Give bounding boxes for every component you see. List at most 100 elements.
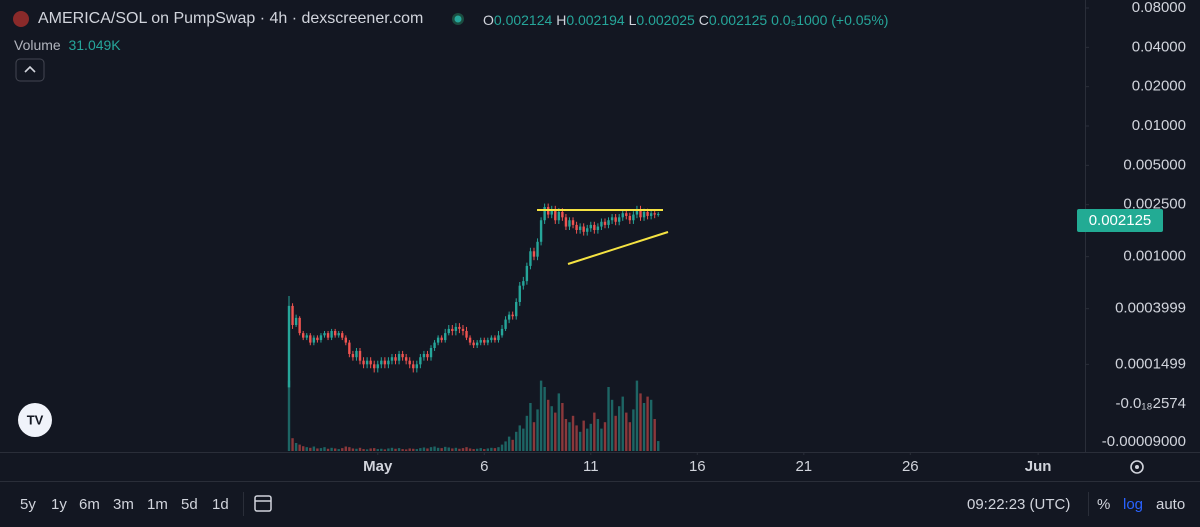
volume-bar bbox=[550, 406, 553, 451]
volume-bar bbox=[319, 448, 323, 451]
candle-body bbox=[564, 217, 568, 227]
candle-body bbox=[614, 217, 617, 222]
range-button[interactable]: 5d bbox=[181, 496, 198, 513]
candle-body bbox=[518, 285, 521, 302]
auto-toggle[interactable]: auto bbox=[1156, 496, 1186, 513]
candle-body bbox=[507, 314, 511, 320]
logo-glyph: TV bbox=[27, 412, 44, 427]
percent-toggle[interactable]: % bbox=[1097, 496, 1111, 513]
ohlc-key: L bbox=[628, 12, 637, 28]
volume-bar bbox=[412, 448, 415, 451]
settings-button[interactable] bbox=[1130, 460, 1144, 474]
ohlc-value: 0.002124 bbox=[493, 12, 553, 28]
candle-body bbox=[330, 330, 333, 338]
volume-bar bbox=[440, 448, 443, 451]
candle-body bbox=[525, 265, 529, 282]
candle-body bbox=[351, 353, 355, 358]
volume-bar bbox=[362, 449, 365, 451]
candle-body bbox=[294, 317, 298, 325]
volume-bar bbox=[447, 447, 450, 451]
volume-bar bbox=[603, 422, 607, 451]
range-button[interactable]: 3m bbox=[113, 496, 134, 513]
candle-body bbox=[610, 217, 614, 221]
volume-bar bbox=[376, 449, 379, 451]
x-tick-label: Jun bbox=[1025, 458, 1052, 475]
candle-body bbox=[472, 342, 475, 346]
volume-bar bbox=[646, 396, 649, 451]
volume-bar bbox=[504, 441, 507, 451]
candle-body bbox=[337, 333, 340, 336]
y-tick-label: 0.0003999 bbox=[1115, 300, 1186, 317]
volume-bar bbox=[614, 415, 617, 451]
volume-bar bbox=[337, 449, 340, 451]
range-button[interactable]: 1m bbox=[147, 496, 168, 513]
volume-bar bbox=[451, 448, 454, 451]
candle-body bbox=[657, 213, 660, 215]
range-button[interactable]: 5y bbox=[20, 496, 36, 513]
volume-bar bbox=[433, 446, 436, 451]
volume-bar bbox=[628, 422, 632, 451]
candle-body bbox=[497, 335, 500, 341]
y-extra-label: -0.00009000 bbox=[1101, 433, 1186, 450]
candle-body bbox=[287, 305, 291, 388]
volume-bar bbox=[365, 449, 369, 451]
candle-body bbox=[522, 281, 525, 286]
volume-bar bbox=[436, 447, 440, 451]
log-toggle[interactable]: log bbox=[1123, 496, 1144, 513]
candle-body bbox=[653, 213, 656, 215]
volume-bar bbox=[323, 447, 326, 451]
date-range-button[interactable] bbox=[254, 495, 272, 512]
volume-bar bbox=[358, 447, 362, 451]
range-button[interactable]: 6m bbox=[79, 496, 100, 513]
candle-body bbox=[625, 213, 628, 216]
volume-bar bbox=[298, 444, 301, 451]
ohlc-value: 0.002194 bbox=[566, 12, 625, 28]
volume-bar bbox=[529, 403, 532, 451]
candle-body bbox=[422, 353, 426, 358]
candle-body bbox=[348, 342, 351, 354]
volume-bar bbox=[341, 448, 344, 451]
candle-body bbox=[465, 330, 468, 338]
collapse-button[interactable] bbox=[15, 58, 45, 82]
candle-body bbox=[515, 301, 518, 317]
range-button[interactable]: 1y bbox=[51, 496, 67, 513]
last-price-label: 0.002125 bbox=[1089, 212, 1152, 229]
y-tick-label: 0.08000 bbox=[1132, 0, 1186, 16]
tradingview-logo[interactable] bbox=[18, 403, 52, 437]
volume-bar bbox=[330, 447, 333, 451]
chart-title: AMERICA/SOL on PumpSwap · 4h · dexscreen… bbox=[38, 10, 424, 27]
volume-bar bbox=[522, 428, 525, 451]
volume-bar bbox=[465, 447, 468, 451]
ohlc-key: H bbox=[556, 12, 567, 28]
volume-bar bbox=[536, 409, 539, 451]
candle-body bbox=[302, 333, 305, 338]
y-tick-label: 0.002500 bbox=[1123, 196, 1186, 213]
volume-bar bbox=[394, 448, 397, 451]
x-tick-label: 26 bbox=[902, 458, 919, 475]
candle-body bbox=[468, 337, 472, 343]
candle-body bbox=[532, 251, 536, 257]
candle-body bbox=[568, 220, 571, 227]
volume-bar bbox=[355, 448, 358, 451]
volume-bar bbox=[568, 422, 571, 451]
volume-bar bbox=[639, 393, 642, 451]
x-tick-label: 6 bbox=[480, 458, 488, 475]
candle-body bbox=[309, 335, 312, 343]
volume-bar bbox=[291, 438, 294, 451]
candle-body bbox=[500, 328, 504, 336]
range-button[interactable]: 1d bbox=[212, 496, 229, 513]
volume-bar bbox=[610, 399, 614, 451]
volume-bar bbox=[593, 412, 596, 451]
candle-body bbox=[373, 364, 376, 369]
candle-body bbox=[291, 305, 294, 325]
volume-bar bbox=[373, 448, 376, 451]
volume-bar bbox=[468, 448, 472, 451]
candle-body bbox=[408, 360, 411, 365]
candle-body bbox=[483, 340, 486, 343]
volume-bar bbox=[586, 428, 589, 451]
volume-bar bbox=[316, 448, 319, 451]
volume-bar bbox=[554, 412, 557, 451]
volume-bar bbox=[497, 447, 500, 451]
candle-body bbox=[539, 220, 543, 242]
volume-bar bbox=[461, 448, 465, 451]
